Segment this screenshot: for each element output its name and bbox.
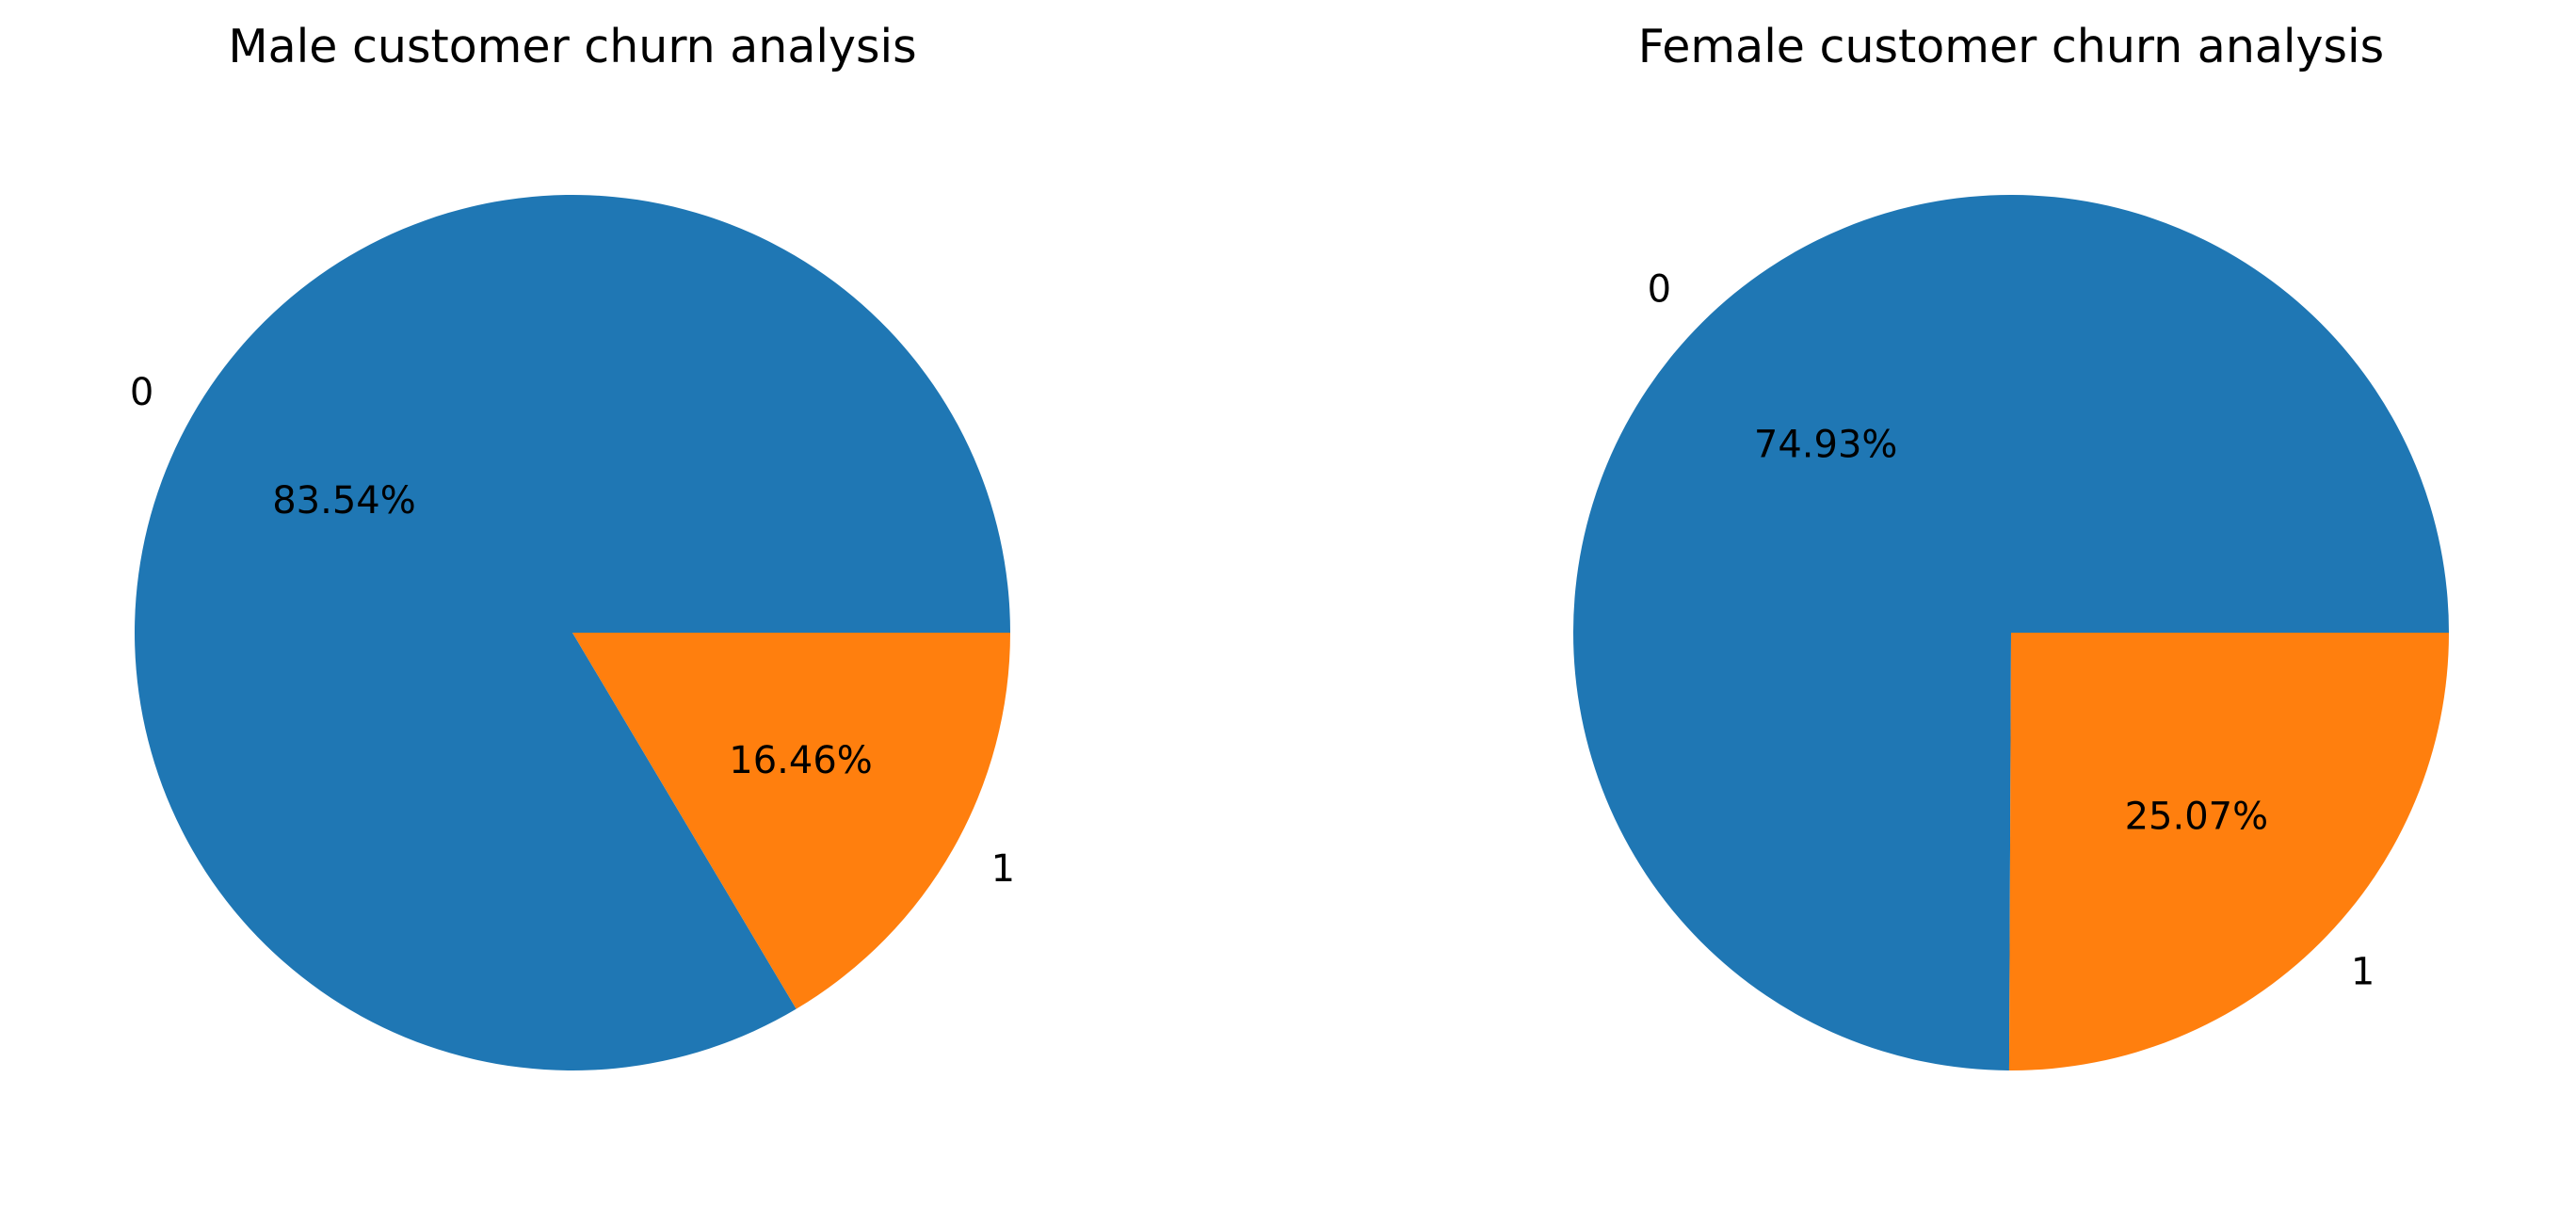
female-churn-pie-chart: Female customer churn analysis 0 74.93% 1 2…	[1573, 20, 2450, 1070]
female-slice-percent-0: 74.93%	[1754, 423, 1898, 466]
male-chart-title: Male customer churn analysis	[228, 20, 916, 73]
female-pie-slice-1	[2008, 633, 2450, 1070]
male-pie-slice-1	[572, 633, 1010, 1009]
male-slice-label-1: 1	[991, 847, 1015, 891]
female-slice-label-0: 0	[1648, 268, 1671, 312]
male-pie-slice-0	[135, 195, 1011, 1070]
female-slice-label-1: 1	[2351, 950, 2375, 993]
male-slice-label-0: 0	[130, 371, 153, 414]
female-pie-slice-0	[1573, 194, 2449, 1070]
male-churn-pie-chart: Male customer churn analysis 0 83.54% 1 16.…	[130, 20, 1015, 1070]
female-chart-title: Female customer churn analysis	[1638, 20, 2384, 73]
female-slice-percent-1: 25.07%	[2125, 796, 2269, 839]
male-slice-percent-0: 83.54%	[272, 479, 416, 523]
male-slice-percent-1: 16.46%	[729, 739, 873, 782]
